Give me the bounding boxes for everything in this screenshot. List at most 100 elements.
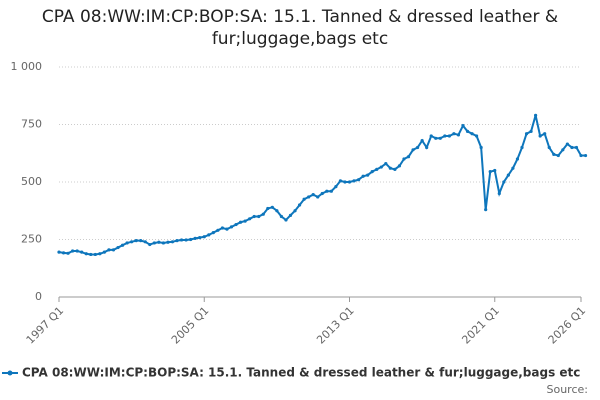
point bbox=[179, 238, 184, 242]
point bbox=[570, 145, 574, 150]
point bbox=[465, 129, 470, 133]
point bbox=[279, 214, 284, 219]
point bbox=[524, 132, 529, 136]
point bbox=[488, 170, 492, 174]
point bbox=[139, 239, 143, 243]
y-tick-label: 1 000 bbox=[11, 60, 43, 73]
series-line bbox=[58, 115, 586, 256]
point bbox=[93, 252, 97, 257]
x-tick-label: 2013 Q1 bbox=[314, 304, 357, 347]
point bbox=[320, 191, 324, 196]
point bbox=[198, 236, 202, 240]
point bbox=[284, 218, 288, 222]
point bbox=[375, 167, 379, 171]
point bbox=[270, 205, 274, 209]
point bbox=[456, 133, 461, 137]
point bbox=[152, 241, 156, 245]
point bbox=[234, 222, 238, 227]
point bbox=[134, 239, 138, 243]
point bbox=[325, 189, 329, 193]
y-tick-label: 250 bbox=[21, 233, 42, 246]
point bbox=[243, 219, 247, 223]
point bbox=[379, 165, 383, 169]
point bbox=[211, 231, 215, 235]
point bbox=[248, 217, 252, 221]
point bbox=[506, 173, 510, 177]
point bbox=[75, 249, 79, 253]
point bbox=[116, 245, 120, 250]
point bbox=[275, 209, 279, 213]
point bbox=[452, 132, 456, 136]
point bbox=[384, 162, 388, 166]
point bbox=[543, 132, 547, 136]
point bbox=[347, 180, 352, 184]
point bbox=[130, 240, 134, 244]
point bbox=[556, 153, 560, 158]
point bbox=[157, 240, 161, 244]
point bbox=[257, 214, 261, 219]
point bbox=[529, 129, 533, 133]
x-tick-label: 2005 Q1 bbox=[169, 304, 212, 347]
point bbox=[184, 238, 188, 242]
point bbox=[402, 157, 406, 161]
point bbox=[534, 113, 538, 117]
point bbox=[107, 248, 111, 252]
point bbox=[461, 124, 465, 128]
point bbox=[561, 148, 565, 152]
y-tick-label: 0 bbox=[35, 290, 42, 303]
point bbox=[366, 173, 370, 177]
point bbox=[220, 226, 225, 230]
point bbox=[125, 241, 129, 245]
point bbox=[329, 189, 333, 193]
point bbox=[334, 185, 338, 189]
point bbox=[547, 145, 551, 150]
point bbox=[148, 242, 152, 247]
point bbox=[438, 136, 442, 140]
point bbox=[425, 145, 429, 150]
point bbox=[71, 249, 75, 253]
point bbox=[397, 164, 402, 168]
point bbox=[84, 252, 88, 256]
point bbox=[102, 250, 106, 254]
point bbox=[552, 152, 556, 156]
y-tick-label: 750 bbox=[21, 118, 42, 131]
chart-title: CPA 08:WW:IM:CP:BOP:SA: 15.1. Tanned & d… bbox=[41, 7, 559, 49]
x-tick-label: 2026 Q1 bbox=[546, 304, 589, 347]
point bbox=[443, 134, 447, 138]
point bbox=[447, 134, 451, 138]
point bbox=[484, 208, 488, 212]
point bbox=[420, 139, 424, 143]
point bbox=[479, 145, 483, 150]
point bbox=[415, 145, 420, 150]
point bbox=[66, 251, 70, 255]
point bbox=[406, 155, 411, 159]
point bbox=[193, 236, 197, 240]
point bbox=[502, 180, 506, 184]
point bbox=[57, 250, 61, 254]
point bbox=[361, 174, 365, 178]
point bbox=[225, 227, 229, 231]
point bbox=[111, 248, 116, 252]
point bbox=[175, 239, 179, 243]
point bbox=[388, 166, 392, 170]
point bbox=[207, 233, 211, 237]
point bbox=[520, 145, 524, 150]
point bbox=[583, 153, 588, 158]
point bbox=[411, 148, 415, 152]
source: Source: bbox=[547, 383, 589, 396]
point bbox=[579, 153, 583, 158]
point bbox=[80, 250, 84, 254]
point bbox=[166, 240, 170, 244]
point bbox=[302, 197, 306, 201]
point bbox=[238, 220, 243, 224]
point bbox=[61, 251, 66, 255]
point bbox=[229, 225, 234, 229]
point bbox=[311, 193, 315, 197]
point bbox=[515, 157, 520, 161]
point bbox=[434, 136, 438, 140]
point bbox=[538, 134, 542, 138]
point bbox=[493, 168, 497, 173]
point bbox=[98, 252, 102, 256]
